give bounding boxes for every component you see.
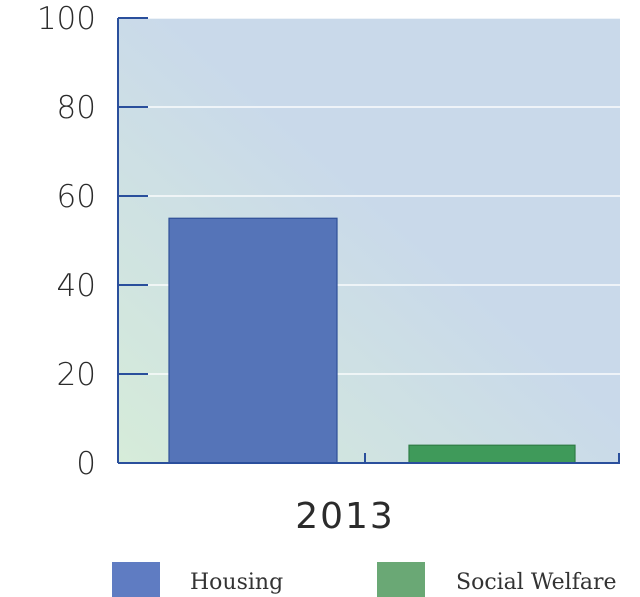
legend-label-social-welfare: Social Welfare: [456, 570, 617, 595]
y-tick-label: 0: [76, 446, 96, 482]
y-tick-label: 80: [57, 90, 96, 126]
y-tick-label: 40: [57, 268, 96, 304]
axes: [117, 17, 620, 464]
legend-swatch-housing: [112, 562, 160, 597]
y-tick-label: 60: [57, 179, 96, 215]
bar-social-welfare: [408, 444, 576, 464]
legend-label-housing: Housing: [190, 570, 283, 595]
bars: [168, 217, 576, 464]
y-tick-labels: 0 20 40 60 80 100: [37, 1, 96, 482]
bar-housing: [168, 217, 338, 464]
y-tick-label: 20: [57, 357, 96, 393]
y-tick-label: 100: [37, 1, 96, 37]
legend: Housing Social Welfare: [112, 562, 617, 597]
x-category-label: 2013: [295, 496, 395, 537]
legend-swatch-social-welfare: [377, 562, 425, 597]
